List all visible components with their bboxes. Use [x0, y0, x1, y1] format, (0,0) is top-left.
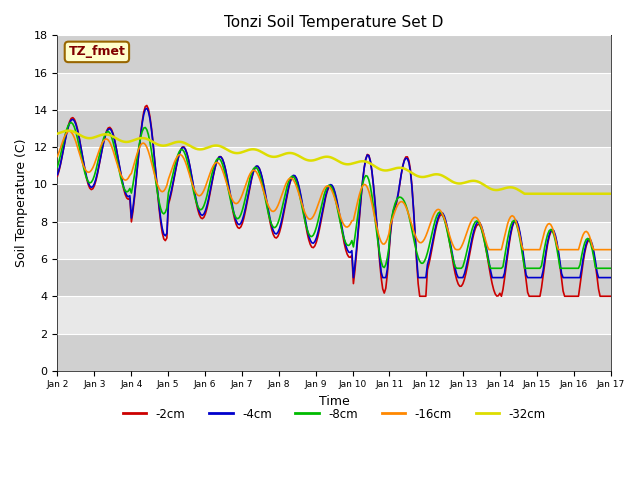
Bar	[58, 110, 611, 147]
X-axis label: Time: Time	[319, 395, 349, 408]
Bar	[58, 259, 611, 296]
Legend: -2cm, -4cm, -8cm, -16cm, -32cm: -2cm, -4cm, -8cm, -16cm, -32cm	[118, 403, 550, 425]
Bar	[58, 222, 611, 259]
Bar	[58, 184, 611, 222]
Bar	[58, 334, 611, 371]
Bar	[58, 147, 611, 184]
Bar	[58, 72, 611, 110]
Title: Tonzi Soil Temperature Set D: Tonzi Soil Temperature Set D	[225, 15, 444, 30]
Y-axis label: Soil Temperature (C): Soil Temperature (C)	[15, 139, 28, 267]
Bar	[58, 36, 611, 72]
Text: TZ_fmet: TZ_fmet	[68, 46, 125, 59]
Bar	[58, 296, 611, 334]
